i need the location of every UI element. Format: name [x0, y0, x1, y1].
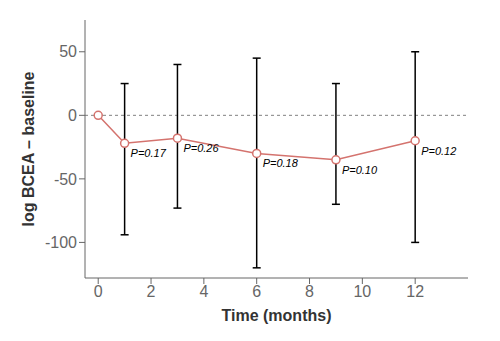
svg-text:P=0.18: P=0.18	[263, 157, 299, 169]
svg-text:50: 50	[59, 43, 77, 60]
svg-text:0: 0	[68, 107, 77, 124]
svg-text:-100: -100	[45, 234, 77, 251]
svg-text:Time (months): Time (months)	[222, 307, 332, 324]
svg-text:0: 0	[94, 283, 103, 300]
svg-text:2: 2	[147, 283, 156, 300]
svg-text:12: 12	[406, 283, 424, 300]
svg-text:4: 4	[199, 283, 208, 300]
svg-text:10: 10	[353, 283, 371, 300]
svg-text:-50: -50	[54, 171, 77, 188]
svg-text:P=0.12: P=0.12	[421, 145, 456, 157]
svg-text:log BCEA – baseline: log BCEA – baseline	[20, 71, 37, 226]
svg-text:6: 6	[252, 283, 261, 300]
svg-text:8: 8	[305, 283, 314, 300]
svg-text:P=0.26: P=0.26	[183, 142, 219, 154]
svg-text:P=0.10: P=0.10	[342, 164, 378, 176]
svg-text:P=0.17: P=0.17	[131, 147, 167, 159]
